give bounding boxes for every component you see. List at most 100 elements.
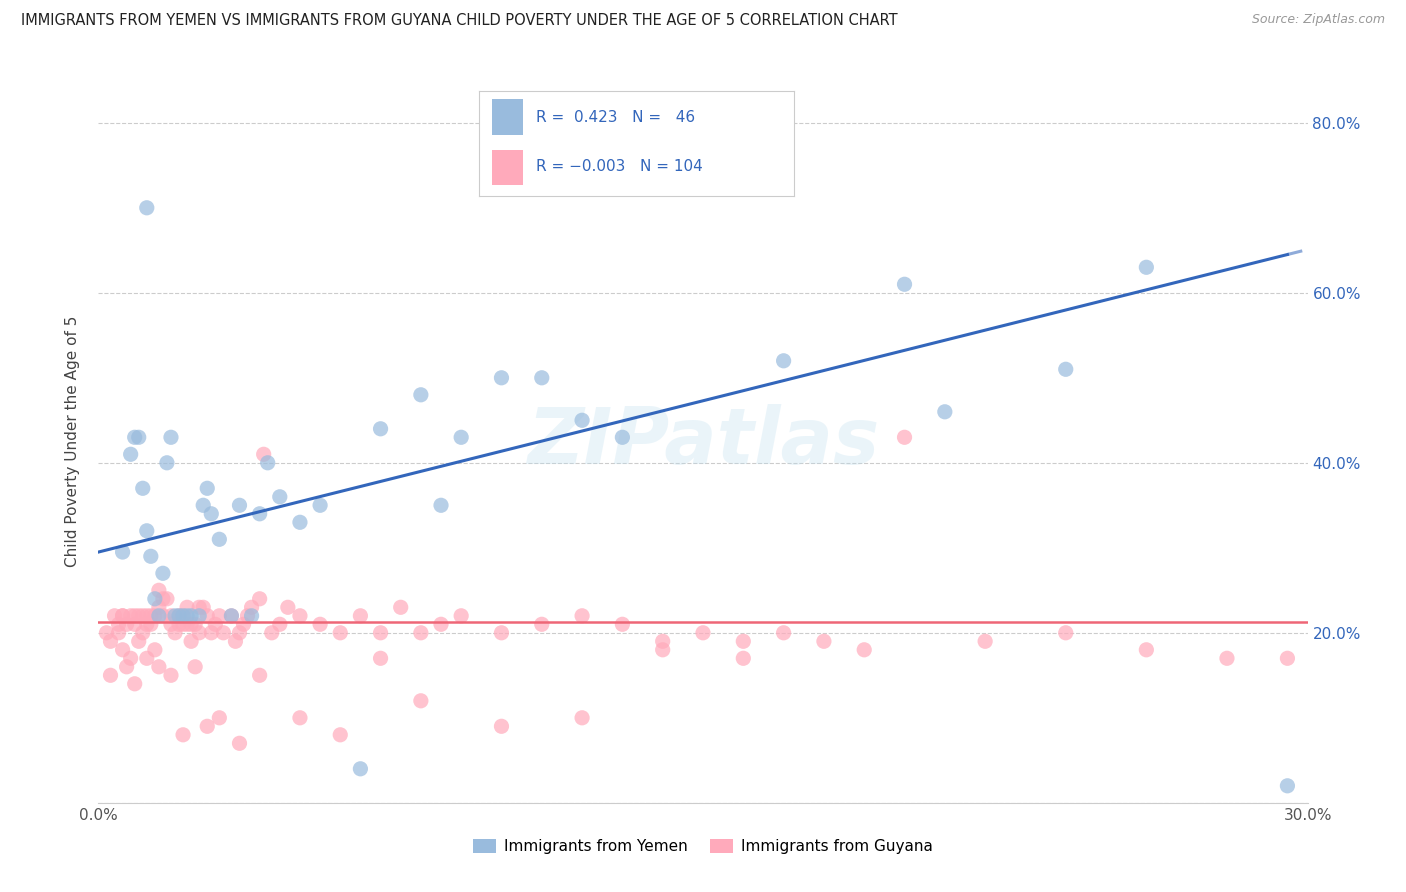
Point [1277,779,1299,793]
Point [571,413,593,427]
Point [167,608,190,623]
Point [288,608,311,623]
Point [277,600,299,615]
Y-axis label: Child Poverty Under the Age of 5: Child Poverty Under the Age of 5 [65,316,80,567]
Point [288,516,311,530]
Point [152,591,174,606]
Point [180,634,202,648]
Point [163,625,186,640]
Point [124,677,146,691]
Point [132,608,155,623]
Point [188,625,211,640]
Point [135,651,157,665]
Point [450,608,472,623]
Point [156,456,179,470]
Point [156,591,179,606]
Point [329,625,352,640]
Point [1054,362,1077,376]
Point [107,617,129,632]
Point [370,422,392,436]
Point [893,430,915,444]
Point [195,608,218,623]
Point [349,762,371,776]
Point [228,736,250,750]
Point [184,660,207,674]
Point [139,549,162,564]
Point [148,583,170,598]
Point [733,634,755,648]
Point [115,660,138,674]
Point [309,617,332,632]
Point [692,625,714,640]
Point [329,728,352,742]
Point [128,608,150,623]
Point [143,608,166,623]
Point [176,600,198,615]
Point [103,608,125,623]
Point [389,600,412,615]
Point [208,711,231,725]
Point [1054,625,1077,640]
Point [195,719,218,733]
Text: Source: ZipAtlas.com: Source: ZipAtlas.com [1251,13,1385,27]
Point [180,608,202,623]
Point [571,711,593,725]
Point [143,591,166,606]
Point [152,566,174,581]
Point [224,634,246,648]
Point [208,608,231,623]
Point [135,608,157,623]
Point [772,625,794,640]
Point [148,600,170,615]
Point [491,625,513,640]
Legend: Immigrants from Yemen, Immigrants from Guyana: Immigrants from Yemen, Immigrants from G… [467,833,939,860]
Point [100,668,122,682]
Point [180,617,202,632]
Point [128,430,150,444]
Point [139,608,162,623]
Point [135,617,157,632]
Point [430,498,453,512]
Point [200,625,222,640]
Point [212,625,235,640]
Point [430,617,453,632]
Point [115,617,138,632]
Point [172,728,194,742]
Point [228,625,250,640]
Point [135,201,157,215]
Point [172,608,194,623]
Point [188,608,211,623]
Point [309,498,332,512]
Point [148,660,170,674]
Point [450,430,472,444]
Point [934,405,956,419]
Point [160,608,183,623]
Point [370,625,392,640]
Point [409,625,432,640]
Point [253,447,276,461]
Point [160,617,183,632]
Point [491,371,513,385]
Point [249,668,271,682]
Point [160,668,183,682]
Point [111,608,134,623]
Point [530,617,553,632]
Point [188,600,211,615]
Point [269,490,291,504]
Point [260,625,283,640]
Point [124,608,146,623]
Point [163,608,186,623]
Point [152,608,174,623]
Point [120,447,142,461]
Point [172,617,194,632]
Point [135,524,157,538]
Point [571,608,593,623]
Point [349,608,371,623]
Point [530,371,553,385]
Point [249,591,271,606]
Point [370,651,392,665]
Point [195,481,218,495]
Point [240,608,263,623]
Point [148,608,170,623]
Point [107,625,129,640]
